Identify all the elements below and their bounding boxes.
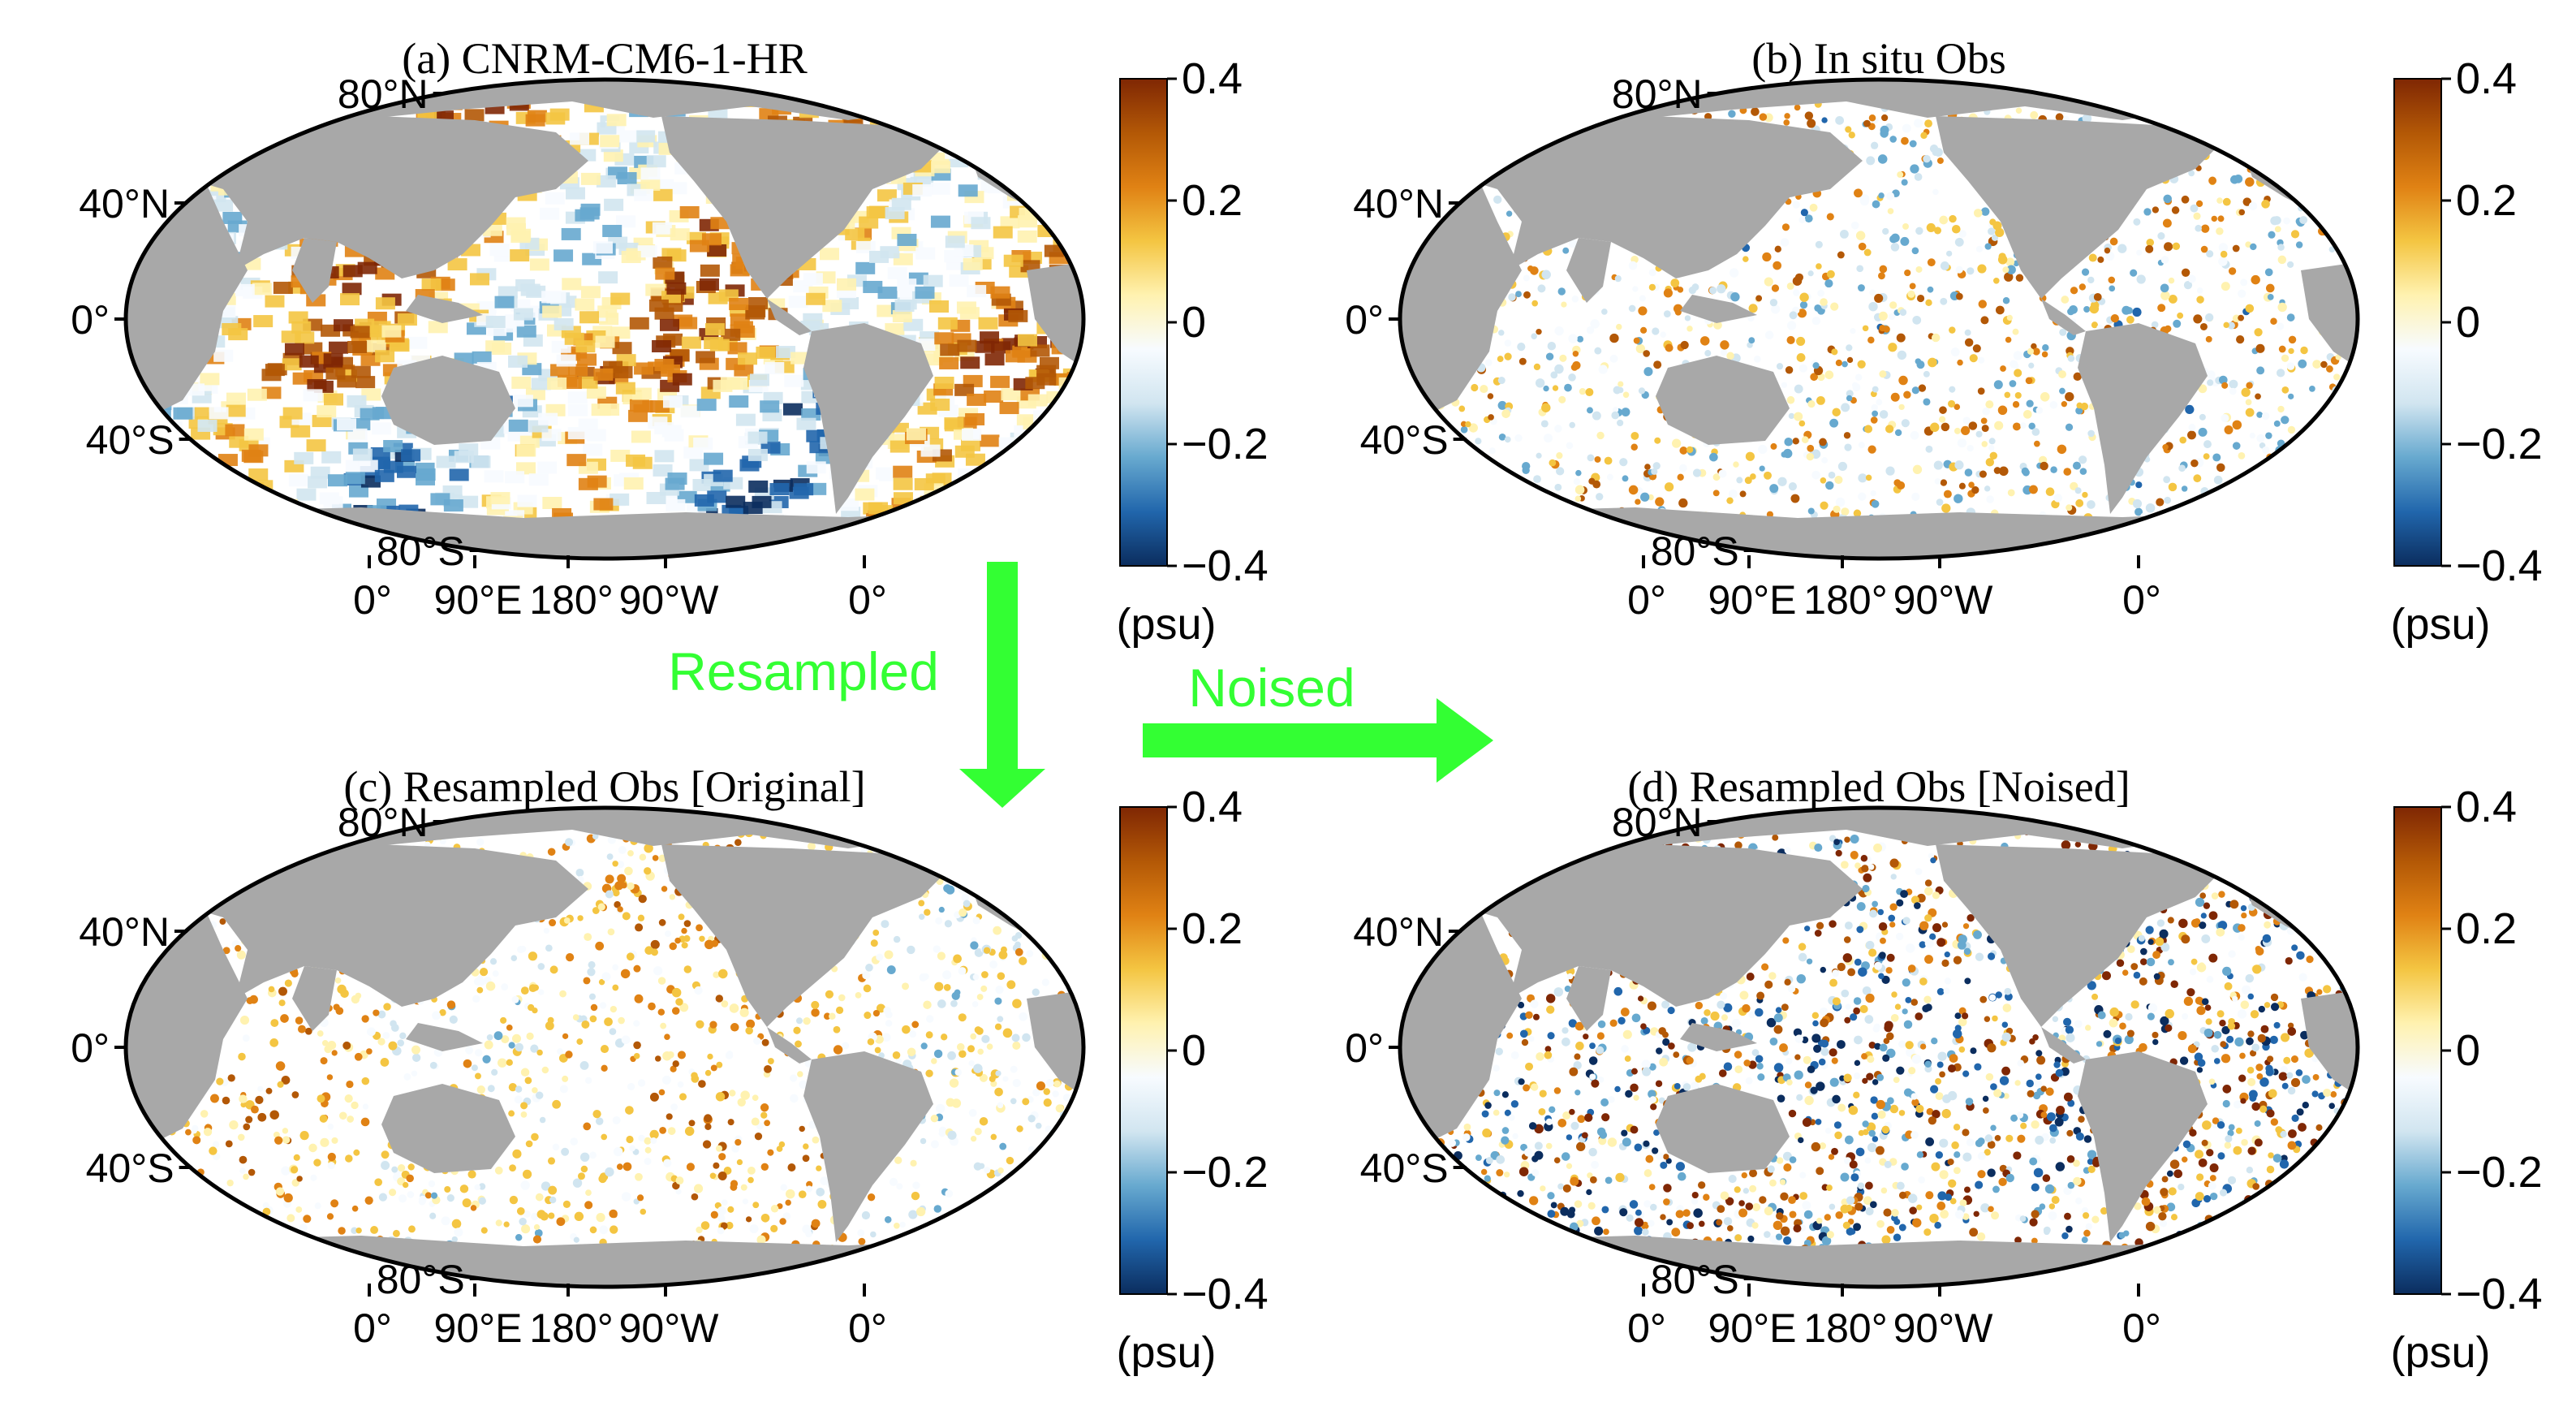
lat-label: 80°N (1612, 800, 1703, 845)
lon-label: 0° (353, 577, 392, 623)
lon-label: 90°E (434, 577, 523, 623)
lon-label: 0° (2122, 577, 2161, 623)
lon-label: 0° (1627, 577, 1666, 623)
lon-label: 0° (1627, 1305, 1666, 1351)
lon-label: 90°E (1708, 1305, 1797, 1351)
lon-label: 90°W (619, 1305, 720, 1351)
resampled-label: Resampled (668, 641, 939, 701)
noised-label: Noised (1188, 658, 1355, 718)
lon-label: 90°W (619, 577, 720, 623)
colorbar-tick-label: 0.2 (1182, 904, 1243, 953)
colorbar-unit: (psu) (2390, 1328, 2490, 1377)
panel-title: (d) Resampled Obs [Noised] (1627, 762, 2130, 811)
colorbar-tick-label: 0.2 (2456, 904, 2517, 953)
colorbar-tick-label: 0.4 (2456, 54, 2517, 103)
lon-label: 90°W (1893, 577, 1994, 623)
colorbar-tick-label: 0 (2456, 1026, 2480, 1075)
colorbar-tick-label: 0 (1182, 298, 1206, 347)
lon-label: 90°E (434, 1305, 523, 1351)
lat-label: 80°S (377, 1257, 465, 1302)
resampled-arrow (959, 562, 1045, 808)
colorbar: 0.4 0.2 0 −0.2 −0.4 (psu) (2390, 783, 2542, 1377)
lon-label: 180° (1803, 577, 1887, 623)
colorbar-gradient (1120, 807, 1167, 1294)
lat-label: 40°S (1360, 417, 1449, 463)
colorbar-tick-label: 0.4 (2456, 783, 2517, 831)
lon-label: 180° (529, 1305, 613, 1351)
map: 80°N40°N0°40°S80°S0° 90°E 180° 90°W 0° (71, 71, 1086, 623)
map: 80°N40°N0°40°S80°S0° 90°E 180° 90°W 0° (1345, 71, 2360, 623)
lon-label: 0° (848, 1305, 887, 1351)
colorbar-gradient (2394, 807, 2441, 1294)
lat-label: 80°N (338, 71, 429, 117)
map: 80°N40°N0°40°S80°S0° 90°E 180° 90°W 0° (1345, 800, 2360, 1351)
lat-label: 40°N (1353, 909, 1444, 955)
lat-label: 40°N (79, 181, 170, 227)
colorbar-unit: (psu) (2390, 600, 2490, 649)
colorbar-tick-label: −0.2 (1182, 1148, 1269, 1197)
lat-label: 0° (71, 1025, 110, 1071)
colorbar-tick-label: 0 (1182, 1026, 1206, 1075)
noised-arrow-head (1437, 698, 1493, 783)
lat-label: 80°N (1612, 71, 1703, 117)
lat-label: 0° (1345, 1025, 1384, 1071)
colorbar-tick-label: 0.4 (1182, 783, 1243, 831)
colorbar-unit: (psu) (1116, 600, 1216, 649)
colorbar-tick-label: 0.2 (1182, 176, 1243, 225)
lon-label: 90°E (1708, 577, 1797, 623)
colorbar-tick-label: −0.4 (2456, 1270, 2543, 1318)
lat-label: 80°S (1651, 1257, 1739, 1302)
panel-title: (a) CNRM-CM6-1-HR (402, 34, 807, 83)
lat-label: 0° (71, 297, 110, 343)
colorbar-gradient (2394, 79, 2441, 566)
colorbar-tick-label: 0 (2456, 298, 2480, 347)
lon-label: 0° (353, 1305, 392, 1351)
colorbar-tick-label: −0.2 (1182, 420, 1269, 468)
lat-label: 40°S (1360, 1146, 1449, 1191)
colorbar: 0.4 0.2 0 −0.2 −0.4 (psu) (1116, 783, 1268, 1377)
lon-label: 180° (529, 577, 613, 623)
colorbar-gradient (1120, 79, 1167, 566)
lat-label: 0° (1345, 297, 1384, 343)
colorbar-unit: (psu) (1116, 1328, 1216, 1377)
colorbar-tick-label: −0.4 (1182, 1270, 1269, 1318)
lon-label: 0° (2122, 1305, 2161, 1351)
lat-label: 40°S (86, 1146, 174, 1191)
resampled-arrow-shaft (987, 562, 1018, 769)
noised-arrow (1143, 698, 1493, 783)
colorbar-tick-label: −0.4 (1182, 542, 1269, 590)
colorbar-tick-label: −0.2 (2456, 1148, 2543, 1197)
colorbar: 0.4 0.2 0 −0.2 −0.4 (psu) (2390, 54, 2542, 649)
lon-label: 180° (1803, 1305, 1887, 1351)
lat-label: 80°S (377, 529, 465, 574)
map: 80°N40°N0°40°S80°S0° 90°E 180° 90°W 0° (71, 800, 1086, 1351)
colorbar: 0.4 0.2 0 −0.2 −0.4 (psu) (1116, 54, 1268, 649)
lat-label: 40°N (1353, 181, 1444, 227)
lat-label: 80°N (338, 800, 429, 845)
colorbar-tick-label: −0.2 (2456, 420, 2543, 468)
resampled-arrow-head (959, 769, 1045, 808)
colorbar-tick-label: 0.2 (2456, 176, 2517, 225)
panel-title: (c) Resampled Obs [Original] (343, 762, 865, 811)
panel-title: (b) In situ Obs (1751, 34, 2005, 83)
lon-label: 90°W (1893, 1305, 1994, 1351)
panel-d: (d) Resampled Obs [Noised]80°N 40°N 0° 40°S… (1345, 762, 2542, 1377)
lat-label: 40°N (79, 909, 170, 955)
colorbar-tick-label: −0.4 (2456, 542, 2543, 590)
lon-label: 0° (848, 577, 887, 623)
colorbar-tick-label: 0.4 (1182, 54, 1243, 103)
lat-label: 40°S (86, 417, 174, 463)
noised-arrow-shaft (1143, 723, 1437, 757)
panel-c: (c) Resampled Obs [Original]80°N 40°N 0° 40… (71, 762, 1268, 1377)
lat-label: 80°S (1651, 529, 1739, 574)
